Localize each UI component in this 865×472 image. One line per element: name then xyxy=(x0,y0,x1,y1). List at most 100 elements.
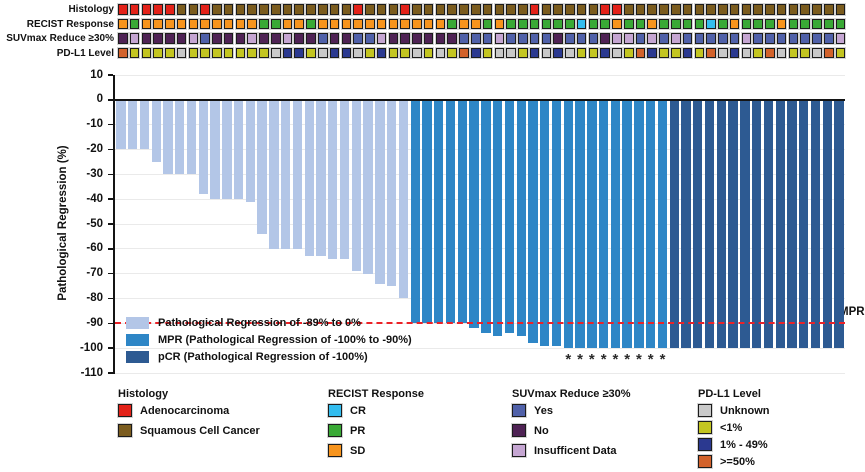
annotation-square xyxy=(565,33,575,44)
legend-item-label: <1% xyxy=(720,421,743,434)
annotation-square xyxy=(682,4,693,15)
annotation-square xyxy=(459,4,469,15)
annotation-square xyxy=(129,33,140,44)
bar-patient-33-MPR xyxy=(492,99,503,336)
bar-patient-22-PR xyxy=(363,99,373,274)
annotation-square xyxy=(835,33,846,44)
annotation-square xyxy=(682,47,693,59)
annotation-square xyxy=(529,4,540,15)
annotation-square xyxy=(235,33,246,44)
annotation-square xyxy=(494,33,505,44)
annotation-square xyxy=(529,33,540,44)
annotation-square xyxy=(447,47,458,59)
legend-item-label: Insufficent Data xyxy=(534,444,617,457)
annotation-square xyxy=(282,18,293,30)
annotation-square xyxy=(412,33,422,44)
annotation-square xyxy=(259,33,269,44)
annotation-square xyxy=(812,33,822,44)
annotation-square xyxy=(576,47,587,59)
annotation-square xyxy=(376,18,387,30)
bar-patient-28-MPR xyxy=(434,99,444,324)
annotation-square xyxy=(741,33,752,44)
annotation-square xyxy=(518,4,528,15)
annotation-square xyxy=(612,47,622,59)
gridline xyxy=(115,74,845,76)
annotation-square xyxy=(812,47,822,59)
annotation-square xyxy=(506,33,516,44)
annotation-square xyxy=(682,18,693,30)
bar-patient-49-pCR xyxy=(681,99,691,349)
legend-group-title: PD-L1 Level xyxy=(698,388,761,400)
bar-patient-14-PR xyxy=(269,99,279,249)
annotation-square xyxy=(270,33,281,44)
annotation-square xyxy=(553,18,563,30)
bar-patient-31-MPR xyxy=(469,99,479,329)
gridline xyxy=(115,347,845,349)
annotation-square xyxy=(706,33,716,44)
annotation-square xyxy=(612,33,622,44)
legend-swatch xyxy=(698,404,712,417)
bar-patient-23-PR xyxy=(375,99,385,284)
legend-swatch xyxy=(126,351,149,364)
gridline xyxy=(115,173,845,175)
annotation-square xyxy=(694,18,705,30)
annotation-square xyxy=(576,4,587,15)
legend-swatch xyxy=(328,444,342,457)
legend-swatch xyxy=(698,455,712,468)
annotation-square xyxy=(329,4,340,15)
annotation-square xyxy=(788,18,799,30)
annotation-square xyxy=(235,4,246,15)
legend-item: CR xyxy=(328,404,424,417)
y-tick-label: -110 xyxy=(80,366,103,379)
annotation-square xyxy=(165,33,175,44)
legend-group-title: RECIST Response xyxy=(328,388,424,400)
annotation-square xyxy=(776,18,787,30)
annotation-square xyxy=(588,33,599,44)
annotation-square xyxy=(765,47,775,59)
annotation-square xyxy=(129,47,140,59)
annotation-square xyxy=(129,18,140,30)
annotation-square xyxy=(294,47,305,59)
annotation-square xyxy=(376,47,387,59)
gridline xyxy=(115,248,845,250)
legend-swatch xyxy=(512,424,526,437)
bar-patient-35-MPR xyxy=(516,99,526,336)
regression-legend-row: pCR (Pathological Regression of -100%) xyxy=(126,349,412,366)
bar-patient-16-PR xyxy=(292,99,303,249)
annotation-square xyxy=(823,47,834,59)
y-tick xyxy=(108,322,113,325)
annotation-square xyxy=(282,47,293,59)
legend-item: Adenocarcinoma xyxy=(118,404,260,417)
bar-patient-45-MPR xyxy=(634,99,644,349)
annotation-square xyxy=(318,18,328,30)
track-label-suvmax: SUVmax Reduce ≥30% xyxy=(6,33,114,45)
bar-patient-1-PR xyxy=(116,99,126,150)
annotation-square xyxy=(235,47,246,59)
annotation-square xyxy=(153,47,163,59)
annotation-square xyxy=(518,18,528,30)
annotation-square xyxy=(141,18,152,30)
legend-item: PR xyxy=(328,424,424,437)
annotation-square xyxy=(694,47,705,59)
annotation-square xyxy=(470,33,481,44)
annotation-square xyxy=(329,33,340,44)
annotation-square xyxy=(482,47,493,59)
legend-item: >=50% xyxy=(698,455,770,468)
annotation-square xyxy=(729,18,740,30)
annotation-square xyxy=(718,4,728,15)
annotation-square xyxy=(835,18,846,30)
asterisk-marker: * xyxy=(600,351,607,369)
gridline xyxy=(115,273,845,275)
track-row-pdl1: PD-L1 Level xyxy=(0,47,865,59)
annotation-square xyxy=(823,18,834,30)
y-axis-line xyxy=(113,75,115,374)
annotation-square xyxy=(753,47,763,59)
annotation-square xyxy=(506,18,516,30)
annotation-square xyxy=(494,18,505,30)
annotation-square xyxy=(753,33,763,44)
annotation-square xyxy=(365,47,375,59)
zero-baseline xyxy=(115,98,845,102)
annotation-square xyxy=(823,4,834,15)
annotation-square xyxy=(235,18,246,30)
